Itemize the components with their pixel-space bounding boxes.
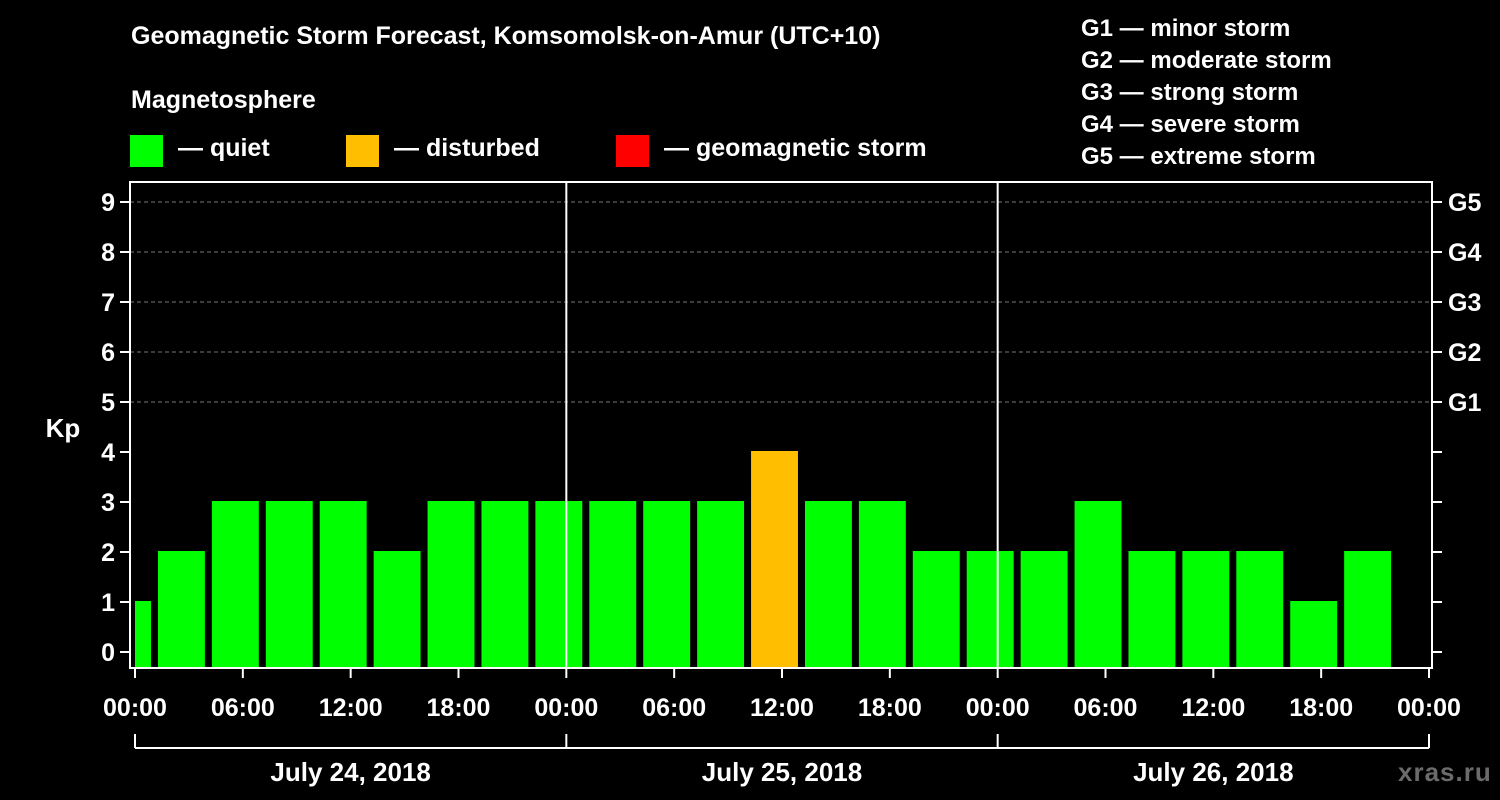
y-tick-label: 3: [101, 489, 115, 517]
x-tick-label: 00:00: [103, 694, 167, 722]
day-label: July 26, 2018: [1133, 757, 1293, 787]
g-scale-label: G3: [1448, 289, 1481, 317]
x-tick-label: 12:00: [319, 694, 383, 722]
kp-bar: [157, 551, 205, 668]
kp-bar: [265, 501, 313, 668]
storm-scale-g1: G1 — minor storm: [1081, 15, 1291, 42]
day-label: July 24, 2018: [270, 757, 430, 787]
kp-bar: [535, 501, 583, 668]
storm-scale-g2: G2 — moderate storm: [1081, 47, 1332, 74]
kp-bar: [1020, 551, 1068, 668]
kp-bar: [589, 501, 637, 668]
storm-scale-g3: G3 — strong storm: [1081, 79, 1299, 106]
x-tick-label: 18:00: [858, 694, 922, 722]
day-label: July 25, 2018: [702, 757, 862, 787]
kp-bar: [135, 601, 151, 668]
kp-bar: [1290, 601, 1338, 668]
legend-swatch-storm: [616, 135, 649, 167]
kp-bar: [1344, 551, 1392, 668]
kp-bar: [373, 551, 421, 668]
x-tick-label: 18:00: [1289, 694, 1353, 722]
g-scale-label: G5: [1448, 189, 1481, 217]
legend-label-disturbed: — disturbed: [394, 134, 540, 162]
kp-bar: [643, 501, 691, 668]
kp-bar: [1074, 501, 1122, 668]
kp-bar: [481, 501, 529, 668]
g-scale-label: G2: [1448, 339, 1481, 367]
kp-bar: [858, 501, 906, 668]
legend-swatch-disturbed: [346, 135, 379, 167]
y-tick-label: 6: [101, 339, 115, 367]
legend-label-storm: — geomagnetic storm: [664, 134, 927, 162]
y-tick-label: 0: [101, 639, 115, 667]
y-tick-label: 5: [101, 389, 115, 417]
y-tick-label: 1: [101, 589, 115, 617]
x-tick-label: 18:00: [427, 694, 491, 722]
storm-scale-g5: G5 — extreme storm: [1081, 143, 1316, 170]
magnetosphere-label: Magnetosphere: [131, 86, 316, 114]
y-tick-label: 7: [101, 289, 115, 317]
kp-bar: [319, 501, 367, 668]
y-tick-label: 2: [101, 539, 115, 567]
kp-bar: [427, 501, 475, 668]
x-tick-label: 00:00: [1397, 694, 1461, 722]
x-tick-label: 00:00: [966, 694, 1030, 722]
x-tick-label: 12:00: [1181, 694, 1245, 722]
kp-bar: [804, 501, 852, 668]
legend-label-quiet: — quiet: [178, 134, 270, 162]
kp-bar: [912, 551, 960, 668]
g-scale-label: G4: [1448, 239, 1481, 267]
y-tick-label: 8: [101, 239, 115, 267]
x-tick-label: 06:00: [211, 694, 275, 722]
watermark: xras.ru: [1398, 757, 1492, 787]
page-title: Geomagnetic Storm Forecast, Komsomolsk-o…: [131, 22, 881, 50]
x-tick-label: 06:00: [1074, 694, 1138, 722]
x-tick-label: 12:00: [750, 694, 814, 722]
y-tick-label: 4: [101, 439, 115, 467]
kp-bar: [211, 501, 259, 668]
storm-scale-g4: G4 — severe storm: [1081, 111, 1300, 138]
kp-bar: [697, 501, 745, 668]
kp-bar: [1182, 551, 1230, 668]
kp-bar: [751, 451, 798, 668]
x-tick-label: 00:00: [534, 694, 598, 722]
kp-bar: [1128, 551, 1176, 668]
g-scale-label: G1: [1448, 389, 1481, 417]
kp-bar: [1236, 551, 1284, 668]
y-tick-label: 9: [101, 189, 115, 217]
y-axis-label: Kp: [46, 413, 81, 443]
legend-swatch-quiet: [130, 135, 163, 167]
x-tick-label: 06:00: [642, 694, 706, 722]
kp-bar: [966, 551, 1014, 668]
